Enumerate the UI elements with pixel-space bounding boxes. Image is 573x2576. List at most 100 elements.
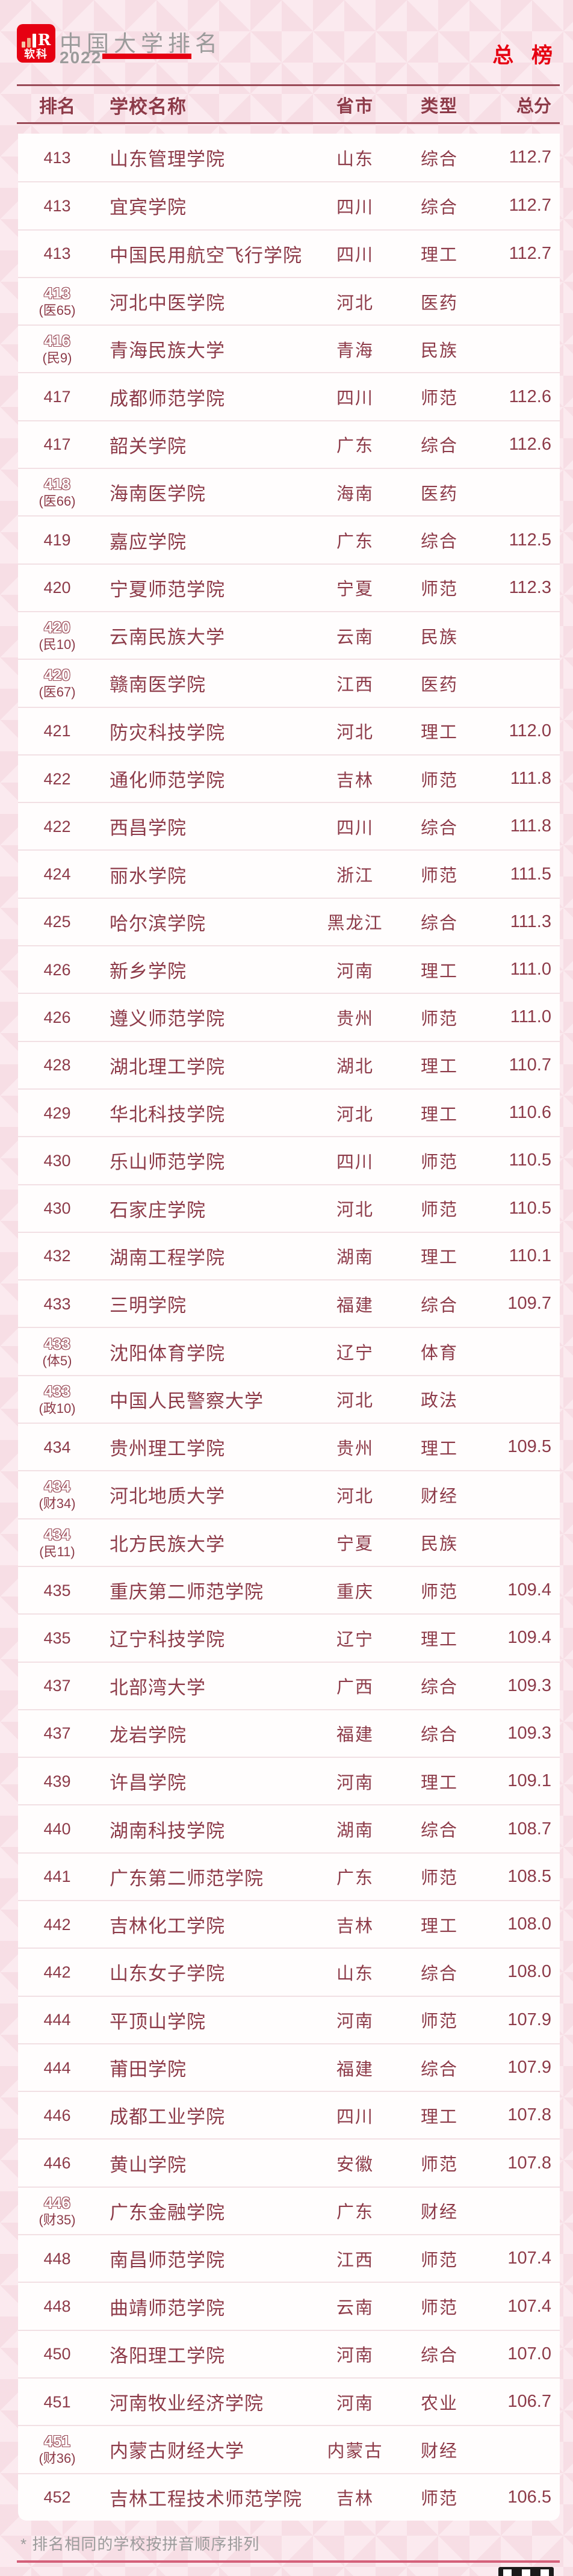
province: 四川 bbox=[336, 2107, 374, 2127]
school-type: 综合 bbox=[420, 2346, 458, 2366]
school-type: 综合 bbox=[420, 436, 458, 456]
rank-number: 441 bbox=[43, 1867, 71, 1886]
rank-cell: 435 bbox=[18, 1629, 96, 1647]
total-score: 109.3 bbox=[507, 1675, 551, 1695]
rank-cell: 420 bbox=[18, 579, 96, 597]
rank-cell: 416 (民9) bbox=[18, 332, 96, 366]
table-row: 413 宜宾学院 四川 综合 112.7 bbox=[18, 181, 560, 229]
school-type: 理工 bbox=[420, 961, 458, 981]
rank-cell: 444 bbox=[18, 2011, 96, 2029]
table-row: 432 湖南工程学院 湖南 理工 110.1 bbox=[18, 1231, 560, 1279]
province: 安徽 bbox=[336, 2155, 374, 2175]
school-name: 吉林化工学院 bbox=[110, 1916, 225, 1937]
school-name: 青海民族大学 bbox=[110, 340, 225, 362]
rank-cell: 446 (财35) bbox=[18, 2194, 96, 2228]
province: 河北 bbox=[336, 293, 374, 313]
province: 广东 bbox=[336, 532, 374, 552]
total-score: 109.5 bbox=[507, 1437, 551, 1457]
school-name: 湖南工程学院 bbox=[110, 1247, 225, 1268]
table-row: 417 成都师范学院 四川 师范 112.6 bbox=[18, 372, 560, 420]
rank-number: 434 bbox=[43, 1438, 71, 1456]
school-name: 韶关学院 bbox=[110, 435, 187, 457]
province: 河南 bbox=[336, 2346, 374, 2366]
school-type: 师范 bbox=[420, 2298, 458, 2318]
rank-cell: 432 bbox=[18, 1247, 96, 1265]
province: 河南 bbox=[336, 961, 374, 981]
school-name: 赣南医学院 bbox=[110, 674, 206, 696]
table-row: 433 (政10) 中国人民警察大学 河北 政法 bbox=[18, 1374, 560, 1423]
total-score: 112.6 bbox=[509, 386, 551, 406]
total-score: 112.7 bbox=[509, 147, 551, 167]
rank-cell: 452 bbox=[18, 2488, 96, 2506]
school-name: 新乡学院 bbox=[110, 961, 187, 982]
column-header-province: 省市 bbox=[336, 97, 374, 116]
table-row: 442 山东女子学院 山东 综合 108.0 bbox=[18, 1948, 560, 1995]
table-row: 422 通化师范学院 吉林 师范 111.8 bbox=[18, 754, 560, 802]
rank-cell: 428 bbox=[18, 1056, 96, 1074]
school-name: 洛阳理工学院 bbox=[110, 2345, 225, 2367]
table-row: 430 石家庄学院 河北 师范 110.5 bbox=[18, 1184, 560, 1232]
total-score: 111.0 bbox=[510, 960, 551, 979]
title-red-bar bbox=[102, 54, 191, 59]
total-score: 107.4 bbox=[507, 2249, 551, 2268]
table-row: 422 西昌学院 四川 综合 111.8 bbox=[18, 802, 560, 849]
school-name: 成都师范学院 bbox=[110, 388, 225, 409]
rank-cell: 426 bbox=[18, 1008, 96, 1026]
column-header-rank: 排名 bbox=[39, 97, 75, 117]
rank-cell: 437 bbox=[18, 1677, 96, 1695]
school-type: 综合 bbox=[420, 1296, 458, 1315]
table-row: 417 韶关学院 广东 综合 112.6 bbox=[18, 420, 560, 468]
rank-number: 448 bbox=[43, 2249, 71, 2268]
total-score: 112.7 bbox=[509, 196, 551, 216]
school-type: 师范 bbox=[420, 2250, 458, 2270]
school-name: 山东女子学院 bbox=[110, 1963, 225, 1985]
rank-number: 416 bbox=[44, 332, 70, 350]
school-type: 医药 bbox=[420, 293, 458, 313]
total-score: 112.0 bbox=[509, 721, 551, 740]
rank-cell: 439 bbox=[18, 1772, 96, 1790]
school-type: 师范 bbox=[420, 771, 458, 790]
school-name: 石家庄学院 bbox=[110, 1199, 206, 1221]
table-row: 435 辽宁科技学院 辽宁 理工 109.4 bbox=[18, 1613, 560, 1661]
sub-rank: (体5) bbox=[42, 1353, 72, 1368]
rank-number: 446 bbox=[43, 2154, 71, 2173]
column-header-type: 类型 bbox=[420, 97, 458, 116]
province: 云南 bbox=[336, 627, 374, 647]
sub-rank: (民11) bbox=[39, 1544, 75, 1559]
province: 河北 bbox=[336, 723, 374, 743]
total-score: 111.0 bbox=[510, 1007, 551, 1027]
rank-cell: 424 bbox=[18, 865, 96, 883]
school-type: 政法 bbox=[420, 1391, 458, 1411]
province: 吉林 bbox=[336, 1916, 374, 1936]
table-row: 444 平顶山学院 河南 师范 107.9 bbox=[18, 1995, 560, 2043]
table-row: 416 (民9) 青海民族大学 青海 民族 bbox=[18, 324, 560, 372]
rank-number: 417 bbox=[43, 388, 71, 406]
total-score: 110.6 bbox=[509, 1103, 551, 1123]
school-name: 西昌学院 bbox=[110, 818, 187, 839]
logo-r-letter: R bbox=[37, 31, 51, 49]
rank-cell: 433 bbox=[18, 1295, 96, 1313]
rank-cell: 442 bbox=[18, 1916, 96, 1934]
rank-cell: 433 (体5) bbox=[18, 1335, 96, 1369]
rank-number: 419 bbox=[43, 531, 71, 550]
header-rule-bottom bbox=[17, 122, 560, 124]
school-name: 防灾科技学院 bbox=[110, 722, 225, 743]
rank-number: 420 bbox=[44, 618, 70, 637]
province: 海南 bbox=[336, 484, 374, 504]
school-type: 理工 bbox=[420, 246, 458, 265]
province: 湖南 bbox=[336, 1821, 374, 1841]
province: 浙江 bbox=[336, 866, 374, 886]
rank-number: 417 bbox=[43, 435, 71, 454]
table-row: 437 北部湾大学 广西 综合 109.3 bbox=[18, 1661, 560, 1709]
table-row: 430 乐山师范学院 四川 师范 110.5 bbox=[18, 1136, 560, 1184]
school-type: 综合 bbox=[420, 914, 458, 934]
total-score: 111.8 bbox=[510, 816, 551, 836]
rank-number: 421 bbox=[43, 722, 71, 740]
total-score: 111.8 bbox=[510, 769, 551, 788]
province: 四川 bbox=[336, 246, 374, 265]
province: 广东 bbox=[336, 436, 374, 456]
province: 四川 bbox=[336, 197, 374, 217]
total-score: 111.3 bbox=[510, 911, 551, 931]
rank-number: 426 bbox=[43, 1008, 71, 1026]
total-score: 106.5 bbox=[507, 2487, 551, 2507]
